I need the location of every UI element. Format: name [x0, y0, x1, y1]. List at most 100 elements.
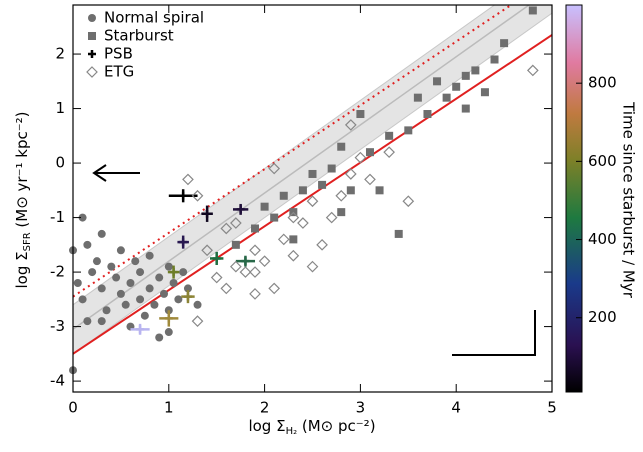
point: [327, 164, 336, 173]
point: [126, 278, 135, 287]
point: [375, 186, 384, 195]
point: [193, 300, 202, 309]
point: [318, 180, 327, 189]
point: [413, 93, 422, 102]
point: [169, 278, 178, 287]
y-tick-label: -1: [50, 208, 65, 226]
point: [145, 284, 154, 293]
arrow-head: [92, 164, 107, 182]
point: [160, 289, 169, 298]
point: [164, 314, 173, 323]
legend-marker: [86, 66, 98, 78]
point: [383, 146, 395, 159]
point: [249, 266, 261, 278]
point: [249, 244, 261, 257]
point: [116, 289, 125, 298]
point: [526, 64, 539, 77]
point: [220, 282, 233, 295]
legend-marker: [88, 14, 96, 22]
x-tick-label: 3: [356, 399, 366, 417]
point: [306, 195, 319, 208]
point: [480, 88, 489, 97]
point: [337, 142, 346, 151]
point: [220, 222, 233, 235]
point: [97, 317, 106, 326]
point: [164, 262, 173, 271]
x-axis-label: log ΣH₂ (M⊙ pc⁻²): [248, 417, 375, 438]
colorbar-tick-label: 600: [588, 152, 617, 170]
point: [150, 300, 159, 309]
point: [203, 209, 212, 218]
point: [442, 93, 451, 102]
x-label-units: (M⊙ pc⁻²): [297, 417, 375, 435]
fit-line: [73, 34, 552, 355]
point: [385, 131, 394, 140]
point: [107, 262, 116, 271]
point: [287, 211, 300, 224]
point: [354, 151, 367, 164]
point: [528, 6, 537, 15]
point: [297, 217, 309, 229]
plot-marks: [69, 6, 539, 375]
point: [212, 254, 221, 263]
point: [270, 213, 279, 222]
x-tick-label: 0: [68, 399, 78, 417]
point: [344, 119, 357, 131]
x-tick-label: 2: [260, 399, 270, 417]
y-tick-label: 1: [55, 99, 65, 117]
point: [239, 266, 252, 278]
point: [83, 240, 92, 249]
point: [155, 273, 164, 282]
point: [179, 191, 188, 200]
point: [364, 173, 376, 186]
point: [230, 260, 242, 273]
point: [394, 229, 403, 238]
point: [346, 186, 355, 195]
point: [191, 189, 204, 202]
legend-label: ETG: [104, 63, 134, 81]
point: [316, 238, 328, 251]
point: [337, 208, 346, 217]
point: [404, 126, 413, 135]
legend-label: Normal spiral: [104, 9, 204, 27]
point: [97, 229, 106, 238]
y-tick-label: -2: [50, 263, 65, 281]
point: [249, 288, 261, 300]
point: [500, 39, 509, 48]
y-tick-label: -4: [50, 372, 65, 390]
point: [83, 317, 92, 326]
legend-marker: [88, 32, 96, 40]
colorbar-label: Time since starburst / Myr: [620, 101, 638, 299]
point: [461, 104, 470, 113]
point: [164, 328, 173, 337]
y-axis-label: log ΣSFR (M⊙ yr⁻¹ kpc⁻²): [13, 111, 34, 288]
point: [231, 240, 240, 249]
point: [230, 217, 242, 229]
point: [78, 295, 87, 304]
x-tick-label: 5: [547, 399, 557, 417]
y-tick-label: 0: [55, 154, 65, 172]
point: [97, 284, 106, 293]
x-tick-label: 1: [164, 399, 174, 417]
y-label-units: (M⊙ yr⁻¹ kpc⁻²): [13, 111, 31, 232]
point: [112, 273, 121, 282]
point: [191, 315, 204, 327]
x-label-sub: H₂: [286, 426, 298, 437]
point: [260, 202, 269, 211]
point: [402, 195, 415, 208]
y-tick-label: -3: [50, 317, 65, 335]
point: [140, 311, 149, 320]
point: [279, 191, 288, 200]
y-tick-label: 2: [55, 45, 65, 63]
point: [268, 282, 281, 295]
point: [102, 306, 111, 315]
point: [145, 251, 154, 260]
x-tick-label: 4: [451, 399, 461, 417]
colorbar-tick-label: 200: [588, 308, 617, 326]
plot-area: [73, 5, 552, 355]
point: [287, 249, 300, 262]
point: [335, 189, 348, 202]
point: [88, 268, 97, 277]
plot-frame: [72, 4, 553, 393]
